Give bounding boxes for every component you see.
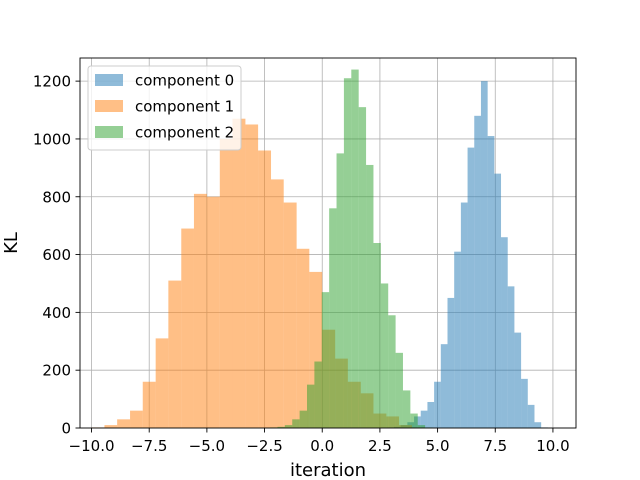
legend-items: component 0 component 1 component 2 bbox=[95, 72, 234, 142]
plot-area-frame bbox=[79, 57, 577, 429]
histogram-bar bbox=[219, 138, 233, 428]
legend: component 0 component 1 component 2 bbox=[87, 65, 242, 151]
legend-swatch bbox=[95, 74, 123, 86]
histogram-bar bbox=[366, 164, 374, 428]
y-tick-label: 200 bbox=[42, 362, 71, 380]
histogram-bar bbox=[527, 404, 535, 428]
legend-label: component 0 bbox=[135, 72, 234, 90]
histogram-bar bbox=[343, 78, 352, 428]
y-tick-label: 1000 bbox=[33, 130, 71, 148]
histogram-bar bbox=[258, 150, 272, 428]
x-tick-label: −2.5 bbox=[246, 437, 282, 455]
y-axis-label: KL bbox=[1, 232, 22, 254]
histogram-bar bbox=[271, 179, 284, 428]
y-tick-label: 800 bbox=[42, 188, 71, 206]
histogram-bar bbox=[427, 401, 435, 428]
x-tick-label: 7.5 bbox=[483, 437, 507, 455]
histogram-bar bbox=[155, 338, 169, 428]
histogram-bar bbox=[434, 381, 441, 428]
histogram-bar bbox=[358, 107, 367, 428]
histogram-bar bbox=[117, 419, 131, 428]
histogram-bar bbox=[142, 381, 156, 428]
histogram-bar bbox=[460, 202, 468, 428]
histogram-bar bbox=[351, 69, 359, 428]
histogram-bar bbox=[388, 315, 396, 428]
histogram-bar bbox=[467, 147, 475, 428]
x-axis-label: iteration bbox=[290, 460, 366, 480]
histogram-bar bbox=[307, 384, 315, 428]
legend-label: component 2 bbox=[135, 124, 234, 142]
histogram-bar bbox=[284, 425, 293, 428]
x-tick-label: −10.0 bbox=[69, 437, 115, 455]
histogram-bar bbox=[299, 410, 308, 428]
series-2-bars bbox=[270, 69, 433, 428]
histogram-bar bbox=[329, 208, 337, 428]
histogram-bar bbox=[245, 124, 259, 428]
x-tick-label: 0.0 bbox=[310, 437, 334, 455]
histogram-bar bbox=[292, 419, 300, 428]
histogram-bar bbox=[507, 286, 515, 428]
y-tick-label: 600 bbox=[42, 246, 71, 264]
histogram-bar bbox=[380, 283, 389, 428]
y-tick-label: 400 bbox=[42, 304, 71, 322]
x-tick-label: 10.0 bbox=[536, 437, 569, 455]
legend-label: component 1 bbox=[135, 98, 234, 116]
histogram-bar bbox=[277, 426, 285, 428]
histogram-bar bbox=[534, 422, 542, 428]
histogram-bar bbox=[168, 280, 182, 428]
histogram-bar bbox=[487, 136, 495, 428]
histogram-bar bbox=[130, 410, 143, 428]
x-tick-label: 2.5 bbox=[368, 437, 392, 455]
histogram-bar bbox=[417, 425, 426, 428]
histogram-bar bbox=[296, 248, 310, 428]
y-axis-ticks: 0 200 400 600 800 1000 1200 bbox=[33, 73, 80, 438]
histogram-bar bbox=[181, 228, 194, 428]
histogram-bar bbox=[521, 378, 528, 428]
histogram-bar bbox=[480, 81, 488, 428]
x-axis-ticks: −10.0 −7.5 −5.0 −2.5 0.0 2.5 5.0 7.5 10.0 bbox=[69, 428, 570, 455]
histogram-bar bbox=[410, 413, 418, 428]
histogram-bar bbox=[514, 332, 522, 428]
legend-swatch bbox=[95, 126, 123, 138]
histogram-bar bbox=[447, 297, 455, 428]
histogram-bar bbox=[402, 390, 411, 428]
histogram-bar bbox=[440, 344, 448, 428]
x-tick-label: 5.0 bbox=[426, 437, 450, 455]
y-tick-label: 0 bbox=[61, 420, 71, 438]
histogram-bar bbox=[336, 153, 344, 428]
histogram-bar bbox=[206, 196, 220, 428]
histogram-bar bbox=[321, 292, 330, 428]
histogram-bar bbox=[232, 118, 246, 428]
x-tick-label: −7.5 bbox=[131, 437, 167, 455]
histogram-bar bbox=[454, 251, 461, 428]
histogram-bar bbox=[314, 361, 322, 428]
histogram-bar bbox=[193, 193, 207, 428]
histogram-bar bbox=[395, 352, 403, 428]
histogram-bar bbox=[373, 243, 381, 428]
histogram-bar bbox=[420, 410, 428, 428]
legend-swatch bbox=[95, 100, 123, 112]
histogram-bar bbox=[474, 115, 481, 428]
histogram-bar bbox=[283, 202, 297, 428]
y-tick-label: 1200 bbox=[33, 73, 71, 91]
histogram-bar bbox=[494, 173, 502, 428]
histogram-bars bbox=[91, 69, 548, 428]
histogram-bar bbox=[104, 425, 118, 428]
x-tick-label: −5.0 bbox=[189, 437, 225, 455]
histogram-bar bbox=[501, 237, 508, 428]
legend-frame bbox=[87, 65, 242, 151]
